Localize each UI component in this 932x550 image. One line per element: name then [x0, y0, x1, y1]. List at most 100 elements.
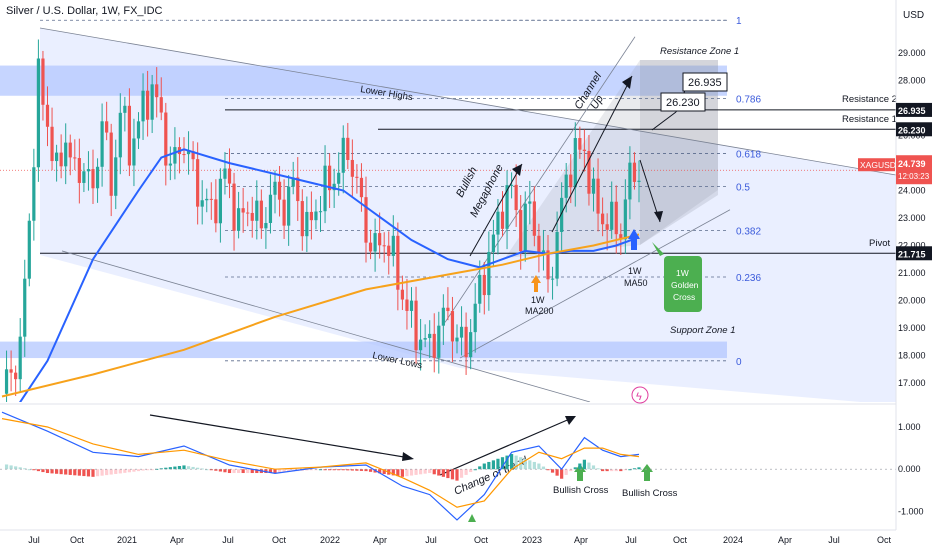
- candle-body-120: [546, 250, 550, 280]
- candle-body-129: [587, 150, 591, 194]
- lightning-icon: [631, 386, 649, 404]
- macd-bar-96: [437, 469, 441, 476]
- macd-bar-98: [446, 469, 450, 479]
- ma50-tag-1: 1W: [628, 266, 642, 276]
- macd-bar-139: [632, 468, 637, 470]
- drawings-layer: [0, 19, 896, 402]
- ma200-tag-arrow: [531, 275, 541, 292]
- candle-body-109: [496, 211, 500, 235]
- resistance-2-label: Resistance 2: [842, 94, 897, 105]
- candle-body-20: [91, 169, 95, 189]
- macd-bar-84: [382, 469, 386, 474]
- candle-body-102: [464, 326, 468, 358]
- candle-body-106: [482, 274, 486, 296]
- candle-body-116: [528, 201, 532, 204]
- macd-bar-77: [350, 469, 354, 471]
- price-tick-5: 24.000: [898, 186, 926, 196]
- time-label-4: Jul: [222, 535, 234, 545]
- macd-bar-24: [109, 469, 113, 475]
- price-tick-12: 17.000: [898, 378, 926, 388]
- callout-text-1: 26.935: [688, 77, 722, 89]
- candle-body-64: [291, 177, 295, 187]
- macd-bar-115: [523, 458, 527, 470]
- candle-body-126: [573, 138, 577, 188]
- time-label-9: Oct: [474, 535, 489, 545]
- golden-cross-pointer: [652, 242, 664, 256]
- candle-body-138: [628, 162, 632, 200]
- candle-body-130: [591, 178, 596, 194]
- candle-body-118: [537, 235, 541, 254]
- macd-bar-75: [341, 469, 345, 471]
- macd-bar-61: [277, 469, 282, 473]
- macd-bar-130: [591, 465, 596, 470]
- candle-body-96: [437, 325, 441, 358]
- candle-body-71: [323, 165, 327, 212]
- candle-body-137: [623, 199, 627, 240]
- resistance-2-badge-bg: [896, 102, 932, 117]
- candle-body-19: [86, 169, 91, 172]
- candle-body-67: [305, 211, 309, 237]
- candle-body-81: [368, 242, 373, 252]
- currency-label[interactable]: USD: [903, 10, 925, 21]
- candle-body-75: [341, 137, 345, 173]
- candle-body-51: [232, 183, 236, 231]
- time-label-16: Jul: [828, 535, 840, 545]
- macd-bar-21: [95, 469, 100, 477]
- candle-body-119: [541, 250, 546, 254]
- macd-tick-1: 0.000: [898, 464, 921, 474]
- candle-body-41: [186, 151, 191, 155]
- price-tick-8: 21.000: [898, 268, 926, 278]
- macd-bar-59: [268, 469, 273, 474]
- candle-body-14: [64, 142, 68, 167]
- time-label-14: 2024: [723, 535, 743, 545]
- candle-body-34: [155, 84, 159, 98]
- macd-bar-27: [123, 469, 127, 473]
- macd-bar-60: [273, 469, 277, 474]
- time-label-10: 2023: [522, 535, 542, 545]
- macd-bar-131: [596, 468, 600, 470]
- candle-body-37: [168, 163, 172, 166]
- macd-bar-104: [473, 469, 477, 471]
- candle-body-108: [491, 234, 495, 252]
- price-tick-7: 22.000: [898, 240, 926, 250]
- candle-body-92: [419, 339, 423, 351]
- candle-body-63: [287, 186, 291, 226]
- candle-body-114: [519, 210, 523, 252]
- time-label-0: Jul: [28, 535, 40, 545]
- candle-body-21: [95, 166, 100, 189]
- macd-bar-47: [214, 469, 218, 471]
- macd-bar-93: [423, 469, 427, 474]
- macd-bar-106: [482, 463, 486, 470]
- candle-body-53: [241, 208, 245, 213]
- macd-bar-40: [182, 465, 186, 470]
- candle-body-1: [4, 369, 9, 394]
- macd-bar-90: [409, 469, 414, 476]
- macd-bar-68: [309, 469, 313, 471]
- candle-body-135: [614, 201, 618, 235]
- candle-body-69: [314, 211, 318, 221]
- bullish-cross-label-2: Bullish Cross: [622, 488, 678, 499]
- macd-bar-95: [432, 469, 436, 475]
- candle-body-55: [250, 212, 254, 221]
- macd-bar-136: [619, 469, 623, 472]
- candle-body-28: [127, 105, 131, 166]
- zones-layer: [0, 28, 896, 402]
- candle-body-105: [478, 274, 482, 304]
- price-tick-1: 28.000: [898, 76, 926, 86]
- fib-label-3: 0.5: [736, 182, 750, 193]
- macd-bar-76: [346, 469, 350, 471]
- support-zone-label: Support Zone 1: [670, 325, 736, 336]
- macd-bar-71: [323, 469, 327, 471]
- candle-body-56: [255, 200, 259, 221]
- candle-body-48: [218, 178, 222, 224]
- candle-body-32: [146, 90, 150, 120]
- macd-bar-55: [250, 469, 254, 474]
- price-tick-0: 29.000: [898, 48, 926, 58]
- macd-bar-99: [450, 469, 455, 480]
- candle-body-7: [32, 167, 36, 221]
- macd-bar-5: [23, 468, 27, 470]
- candle-body-68: [309, 211, 313, 221]
- fib-label-2: 0.618: [736, 149, 761, 160]
